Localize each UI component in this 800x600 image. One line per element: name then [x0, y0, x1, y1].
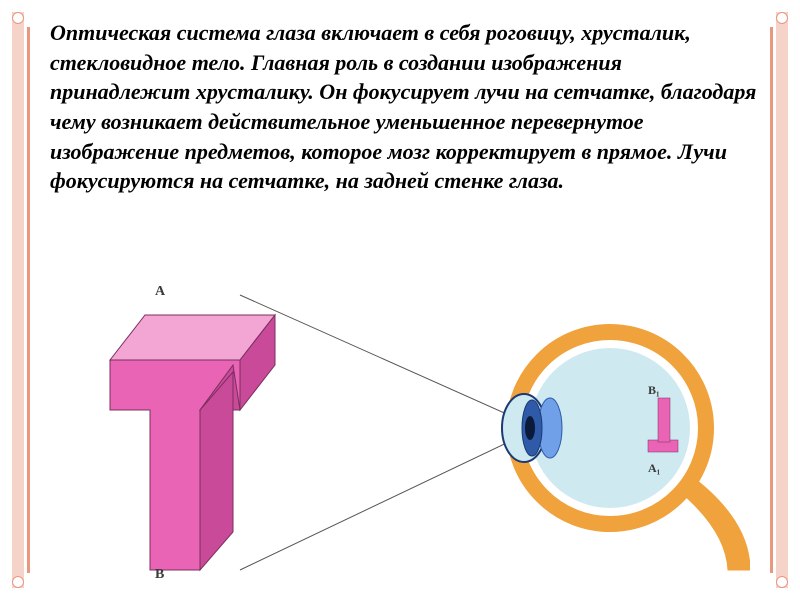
- t-shape: [110, 315, 275, 570]
- slide: Оптическая система глаза включает в себя…: [0, 0, 800, 600]
- corner-dot-tr: [776, 12, 788, 24]
- corner-dot-br: [776, 576, 788, 588]
- slide-paragraph: Оптическая система глаза включает в себя…: [50, 18, 760, 196]
- corner-dot-bl: [12, 576, 24, 588]
- frame-inner-right: [770, 27, 773, 573]
- optics-diagram: А В: [50, 280, 750, 580]
- eye: В₁ А₁: [502, 332, 750, 570]
- frame-outer-left: [12, 12, 24, 588]
- corner-dot-tl: [12, 12, 24, 24]
- frame-outer-right: [776, 12, 788, 588]
- svg-text:А: А: [155, 284, 166, 299]
- svg-text:А₁: А₁: [648, 461, 661, 475]
- svg-text:В₁: В₁: [648, 383, 660, 397]
- frame-inner-left: [27, 27, 30, 573]
- slide-body-text: Оптическая система глаза включает в себя…: [50, 18, 760, 196]
- svg-text:В: В: [155, 567, 164, 580]
- diagram-svg: А В: [50, 280, 750, 580]
